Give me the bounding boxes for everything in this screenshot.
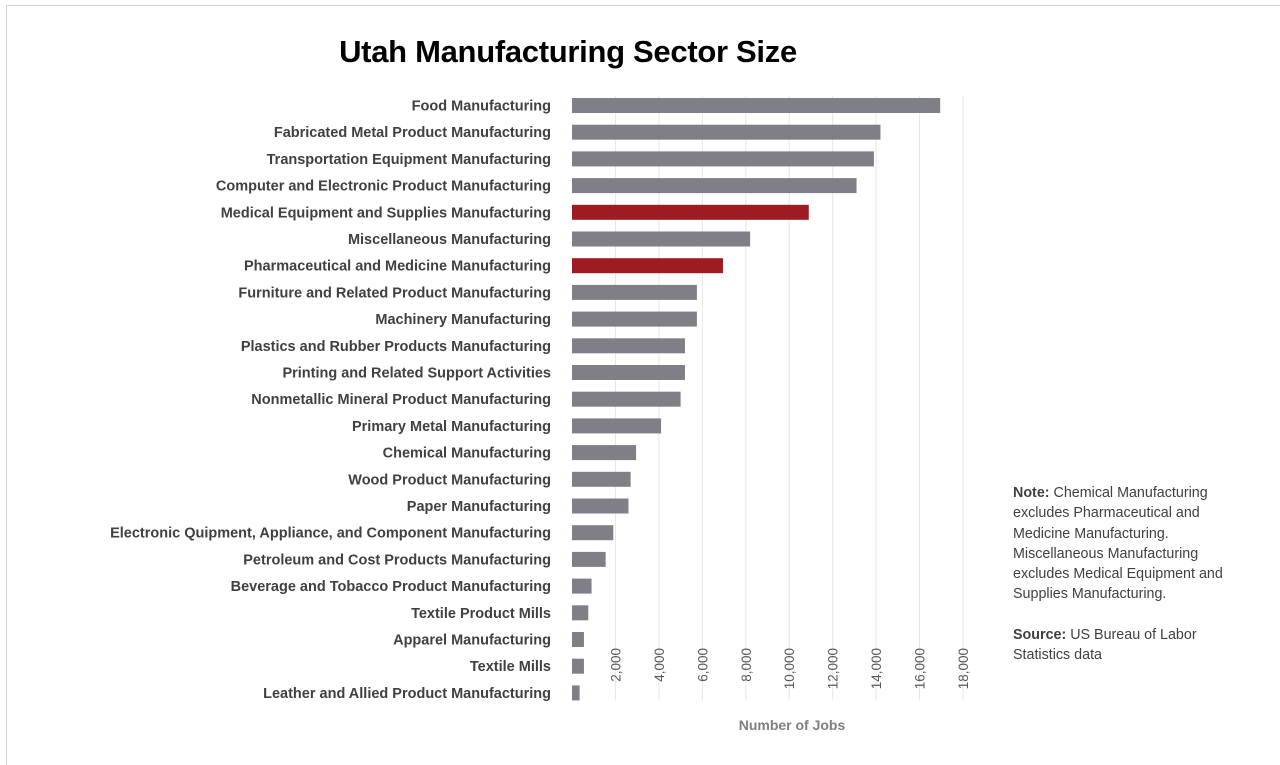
- category-label: Miscellaneous Manufacturing: [348, 232, 551, 248]
- category-label: Pharmaceutical and Medicine Manufacturin…: [244, 259, 551, 275]
- category-label: Apparel Manufacturing: [393, 633, 551, 649]
- bar: [572, 391, 681, 407]
- chart-title: Utah Manufacturing Sector Size: [339, 34, 797, 69]
- category-label: Leather and Allied Product Manufacturing: [263, 686, 551, 702]
- x-tick-label: 2,000: [608, 648, 623, 682]
- note-text: Chemical Manufacturing excludes Pharmace…: [1013, 485, 1223, 603]
- bar: [572, 605, 589, 621]
- category-label: Petroleum and Cost Products Manufacturin…: [243, 552, 551, 568]
- category-label: Computer and Electronic Product Manufact…: [216, 179, 551, 195]
- bar: [572, 578, 592, 594]
- note-label: Note:: [1013, 485, 1050, 501]
- bar-highlighted: [572, 258, 723, 274]
- category-label: Nonmetallic Mineral Product Manufacturin…: [251, 392, 551, 408]
- bar: [572, 231, 751, 247]
- category-label: Beverage and Tobacco Product Manufacturi…: [231, 579, 551, 595]
- x-tick-label: 8,000: [739, 648, 754, 682]
- bar: [572, 284, 697, 300]
- bars: [572, 98, 941, 701]
- bar: [572, 525, 614, 541]
- x-tick-label: 16,000: [913, 648, 928, 689]
- x-tick-labels: 2,000 4,000 6,000 8,000 10,000 12,000 14,000 16…: [608, 648, 971, 689]
- note-paragraph: Note: Chemical Manufacturing excludes Ph…: [1013, 483, 1249, 605]
- x-tick-label: 18,000: [956, 648, 971, 689]
- bar: [572, 98, 941, 113]
- x-tick-label: 14,000: [869, 648, 884, 689]
- category-label: Furniture and Related Product Manufactur…: [238, 285, 551, 301]
- source-label: Source:: [1013, 626, 1067, 643]
- category-label: Machinery Manufacturing: [375, 312, 551, 328]
- chart-frame: [6, 5, 1280, 765]
- source-text: US Bureau of Labor Statistics data: [1013, 626, 1197, 664]
- category-labels: Food Manufacturing Fabricated Metal Produ…: [110, 99, 551, 702]
- bar: [572, 151, 874, 167]
- category-label: Textile Mills: [470, 659, 551, 675]
- x-axis-title: Number of Jobs: [739, 717, 846, 733]
- category-label: Primary Metal Manufacturing: [352, 419, 551, 435]
- bar-highlighted: [572, 204, 809, 220]
- bar: [572, 365, 685, 380]
- category-label: Printing and Related Support Activities: [282, 366, 551, 382]
- source-paragraph: Source: US Bureau of Labor Statistics da…: [1013, 625, 1249, 666]
- bar: [572, 498, 629, 514]
- x-tick-label: 4,000: [652, 648, 667, 682]
- bar: [572, 632, 584, 647]
- bar: [572, 685, 580, 701]
- category-label: Fabricated Metal Product Manufacturing: [274, 125, 551, 141]
- category-label: Transportation Equipment Manufacturing: [267, 152, 551, 168]
- bar: [572, 418, 662, 434]
- category-label: Wood Product Manufacturing: [348, 472, 551, 488]
- bar: [572, 311, 697, 327]
- x-tick-label: 12,000: [826, 648, 841, 689]
- bar: [572, 178, 857, 194]
- bar: [572, 124, 881, 140]
- bar: [572, 551, 606, 567]
- bar: [572, 445, 637, 461]
- category-label: Electronic Quipment, Appliance, and Comp…: [110, 526, 551, 542]
- category-label: Textile Product Mills: [411, 606, 551, 622]
- category-label: Paper Manufacturing: [407, 499, 551, 515]
- x-tick-label: 6,000: [695, 648, 710, 682]
- category-label: Food Manufacturing: [412, 99, 551, 115]
- bar: [572, 471, 631, 487]
- bar: [572, 338, 685, 354]
- category-label: Chemical Manufacturing: [383, 446, 551, 462]
- category-label: Plastics and Rubber Products Manufacturi…: [241, 339, 551, 355]
- category-label: Medical Equipment and Supplies Manufactu…: [221, 205, 551, 221]
- x-tick-label: 10,000: [782, 648, 797, 689]
- bar: [572, 658, 584, 674]
- note-box: Note: Chemical Manufacturing excludes Ph…: [1013, 483, 1249, 665]
